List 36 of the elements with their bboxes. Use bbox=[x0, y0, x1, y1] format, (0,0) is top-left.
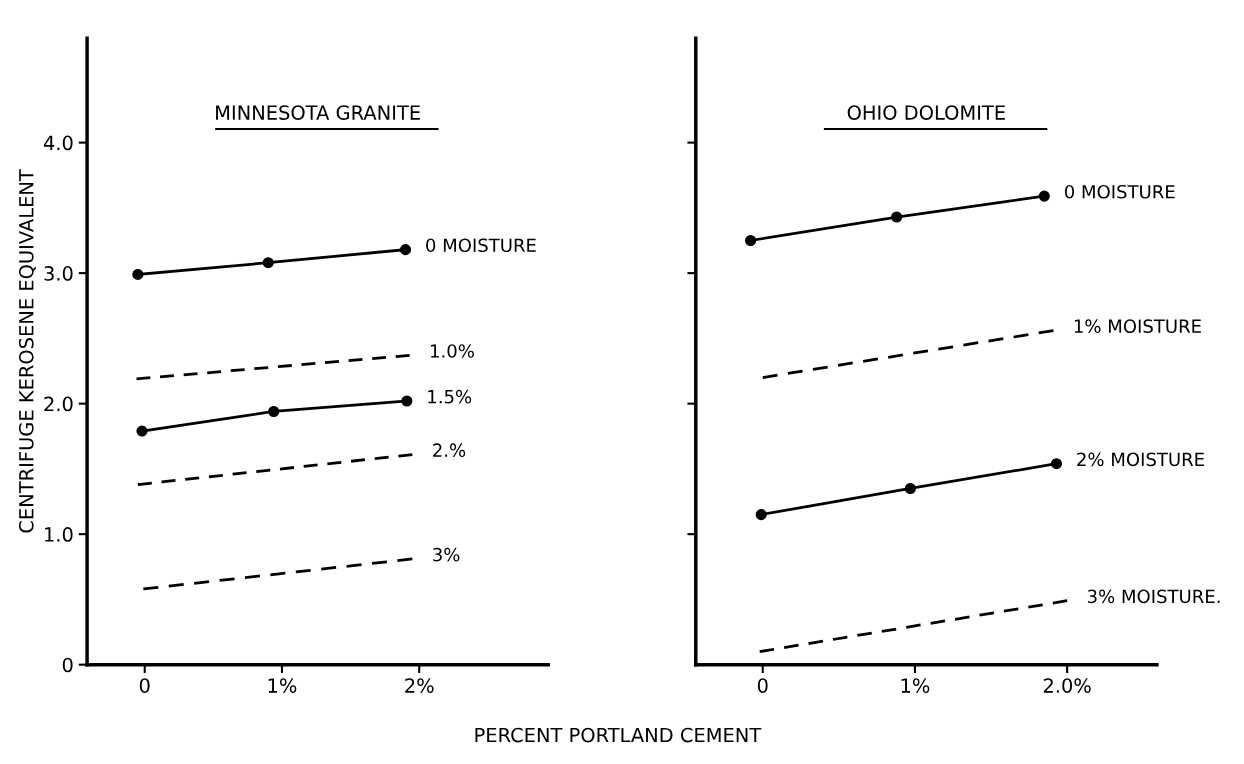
series-label: 3% MOISTURE. bbox=[1087, 589, 1220, 604]
point bbox=[268, 405, 280, 418]
text: OHIO DOLOMITE bbox=[847, 105, 1005, 120]
x-tick-label: 0 bbox=[139, 678, 150, 693]
point bbox=[401, 395, 413, 407]
point bbox=[132, 268, 144, 280]
point bbox=[1050, 458, 1063, 470]
y-axis-title: CENTRIFUGE KEROSENE EQUIVALENT bbox=[18, 169, 36, 533]
x-tick-label: 1% bbox=[901, 678, 930, 693]
series-label: 0 MOISTURE bbox=[1064, 184, 1175, 199]
series-label: 2.% bbox=[433, 443, 466, 458]
point bbox=[1038, 190, 1050, 202]
text: MINNESOTA GRANITE bbox=[216, 105, 420, 120]
series-label: 3% bbox=[433, 547, 460, 562]
x-tick-label: 2.0% bbox=[1043, 678, 1091, 693]
y-tick-label: 4.0 bbox=[43, 135, 73, 151]
point bbox=[891, 211, 903, 223]
point bbox=[755, 509, 767, 521]
x-tick-label: 2% bbox=[405, 678, 434, 693]
point bbox=[399, 244, 412, 256]
point bbox=[262, 257, 274, 269]
series-label: 0 MOISTURE bbox=[426, 238, 536, 253]
x-axis-title: PERCENT PORTLAND CEMENT bbox=[475, 727, 762, 743]
y-tick-label: 0 bbox=[62, 657, 73, 673]
series-label: 2% MOISTURE bbox=[1077, 452, 1204, 467]
y-tick-label: 1.0 bbox=[45, 527, 73, 542]
y-tick-label: 2.0 bbox=[44, 396, 73, 412]
point bbox=[745, 234, 757, 247]
point bbox=[904, 482, 916, 495]
point bbox=[136, 425, 148, 437]
y-tick-label: 3.0 bbox=[44, 266, 73, 281]
x-tick-label: 0 bbox=[757, 678, 768, 693]
x-tick-label: 1% bbox=[268, 678, 297, 693]
series-label: 1% MOISTURE bbox=[1074, 319, 1201, 334]
series-label: 1.5% bbox=[428, 389, 472, 404]
series-label: 1.0% bbox=[431, 344, 474, 358]
